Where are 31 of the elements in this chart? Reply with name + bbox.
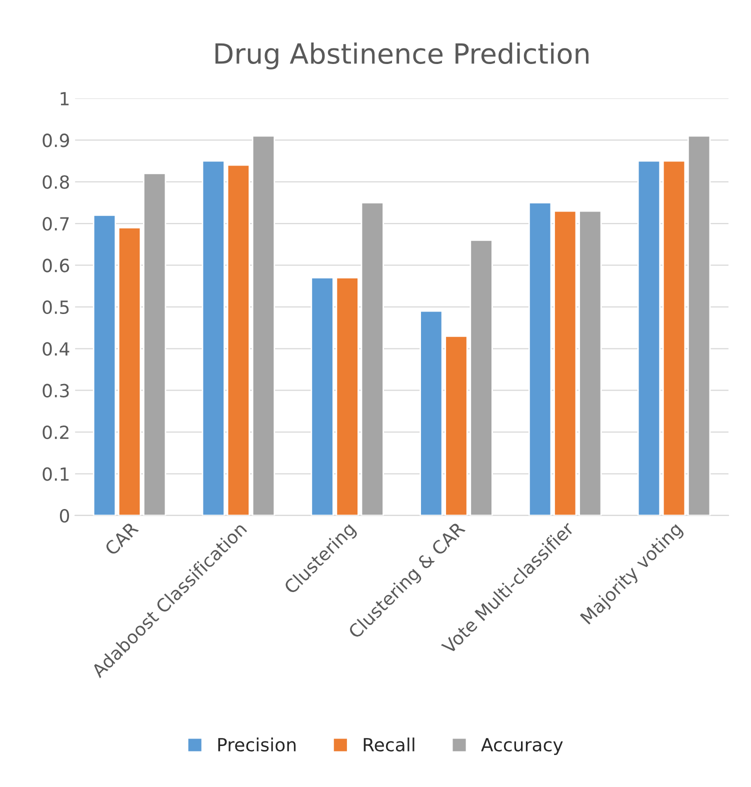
legend-label: Recall [364,738,414,752]
legend-label: Accuracy [481,738,563,756]
bar [578,210,602,516]
y-tick-label: 0.4 [42,342,70,356]
x-tick-label: CAR [104,520,140,556]
bar [226,164,250,516]
legend-label: Precision [218,738,296,752]
bar [336,277,359,516]
bar [252,135,276,516]
bar [310,277,334,516]
y-tick-label: 0.9 [42,134,69,148]
y-tick-label: 0.8 [42,175,70,189]
y-tick-label: 0.7 [42,216,69,231]
y-tick-label: 0.2 [42,426,68,440]
y-tick-label: 0.6 [42,258,70,272]
y-tick-label: 0.3 [42,384,69,398]
bar [202,160,225,516]
bar [687,135,711,516]
bar [662,160,686,516]
bar [554,210,577,516]
y-tick-label: 0.1 [42,467,69,481]
bar [360,202,384,516]
y-tick-label: 0.5 [42,300,69,314]
bar [528,202,552,516]
bar [143,172,166,516]
bar [92,214,116,516]
bar [118,226,142,516]
bar [637,160,661,516]
y-tick-label: 1 [60,92,69,106]
chart-title: Drug Abstinence Prediction [215,42,588,70]
y-tick-label: 0 [60,508,70,523]
